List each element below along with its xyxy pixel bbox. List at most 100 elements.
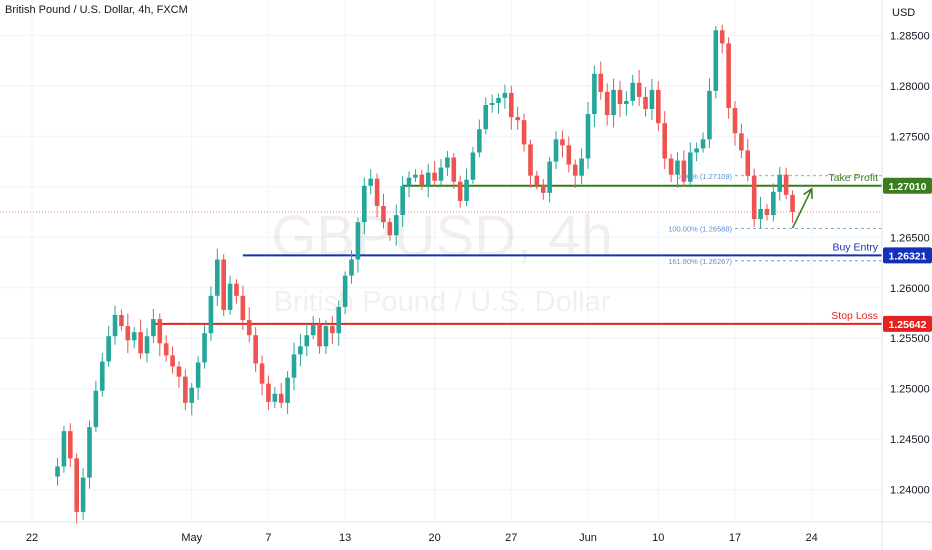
candle-body: [163, 343, 169, 356]
watermark-symbol: GBPUSD, 4h: [271, 204, 613, 269]
candle-body: [745, 150, 751, 176]
candle-body: [604, 91, 610, 116]
candle-body: [362, 185, 367, 223]
candle-body: [713, 30, 719, 91]
candle-body: [138, 332, 143, 354]
x-tick-label: 10: [652, 532, 664, 544]
candle-body: [464, 179, 469, 201]
candle-body: [317, 325, 322, 347]
candle-body: [732, 108, 738, 134]
candle-body: [221, 259, 226, 310]
x-tick-label: 7: [265, 532, 271, 544]
y-tick-label: 1.25000: [890, 384, 930, 396]
currency-label[interactable]: USD: [892, 7, 916, 19]
watermark-name: British Pound / U.S. Dollar: [274, 286, 611, 318]
candle-body: [617, 89, 623, 104]
candle-body: [374, 178, 380, 206]
candle-body: [298, 346, 303, 355]
candle-body: [496, 97, 501, 103]
candle-body: [783, 174, 789, 195]
candle-body: [687, 152, 693, 182]
candle-body: [93, 390, 99, 428]
candle-body: [502, 92, 508, 98]
candle-body: [758, 209, 763, 220]
candle-body: [662, 123, 667, 159]
candle-body: [183, 376, 188, 403]
candle-body: [170, 355, 175, 367]
candle-body: [592, 73, 597, 115]
projection-arrow: [791, 187, 813, 229]
candle-body: [285, 377, 290, 403]
candle-body: [278, 393, 284, 403]
candle-body: [381, 205, 386, 223]
candle-body: [470, 152, 476, 180]
candle-body: [777, 174, 783, 192]
buy-entry-label: Buy Entry: [832, 241, 878, 253]
candle-body: [483, 105, 489, 130]
y-tick-label: 1.27500: [890, 131, 930, 143]
x-tick-label: 27: [505, 532, 517, 544]
take-profit-price-badge: [883, 177, 932, 194]
candle-body: [681, 160, 687, 182]
price-badges: 1.27010 1.26321 1.25642: [883, 177, 932, 332]
candle-body: [304, 335, 310, 347]
candle-body: [534, 175, 540, 185]
fibonacci-levels: 0.00% (1.27109) 100.00% (1.26588) 161.80% …: [668, 172, 882, 266]
buy-entry-price-badge: [883, 247, 932, 264]
chart-title: British Pound / U.S. Dollar, 4h, FXCM: [5, 4, 188, 16]
level-lines: Take Profit Buy Entry Stop Loss: [0, 172, 882, 325]
candle-body: [656, 89, 661, 124]
candle-body: [719, 30, 725, 44]
candle-body: [125, 326, 131, 341]
candle-body: [694, 148, 699, 153]
candle-body: [630, 82, 636, 101]
candle-body: [553, 139, 559, 162]
candle-body: [400, 185, 405, 216]
candle-body: [272, 393, 278, 402]
y-tick-label: 1.28000: [890, 81, 930, 93]
candle-body: [349, 259, 354, 276]
stop-loss-price-text: 1.25642: [889, 319, 927, 331]
candle-body: [598, 73, 604, 92]
candle-body: [419, 174, 425, 186]
gridlines: [0, 0, 882, 522]
fib-label: 161.80% (1.26267): [668, 257, 732, 266]
candle-body: [368, 178, 373, 186]
fib-label: 100.00% (1.26588): [668, 224, 732, 233]
candle-body: [176, 366, 182, 377]
candle-body: [643, 96, 648, 110]
watermark: GBPUSD, 4h British Pound / U.S. Dollar: [271, 204, 613, 318]
y-tick-label: 1.25500: [890, 333, 930, 345]
x-tick-label: 22: [26, 532, 38, 544]
candle-body: [234, 283, 239, 296]
y-tick-label: 1.26000: [890, 283, 930, 295]
candle-body: [751, 175, 757, 220]
candle-body: [266, 383, 271, 402]
candle-body: [99, 361, 105, 391]
candle-body: [119, 315, 124, 327]
candle-body: [668, 158, 674, 175]
candle-body: [438, 167, 444, 181]
candle-body: [240, 295, 246, 321]
candle-body: [771, 191, 776, 216]
candle-body: [726, 43, 731, 109]
candle-body: [310, 325, 316, 336]
y-tick-label: 1.28500: [890, 30, 930, 42]
candle-body: [579, 158, 584, 176]
candle-body: [87, 427, 92, 478]
candle-body: [195, 362, 201, 388]
candle-body: [330, 326, 335, 334]
candle-body: [624, 100, 629, 104]
candle-body: [451, 157, 457, 182]
candle-body: [387, 222, 393, 236]
y-tick-label: 1.26500: [890, 232, 930, 244]
candle-body: [528, 144, 533, 176]
candle-body: [106, 336, 111, 362]
candle-body: [215, 259, 220, 296]
candle-body: [457, 181, 463, 201]
candle-body: [68, 431, 73, 459]
candle-body: [61, 431, 67, 467]
x-tick-label: 24: [806, 532, 818, 544]
